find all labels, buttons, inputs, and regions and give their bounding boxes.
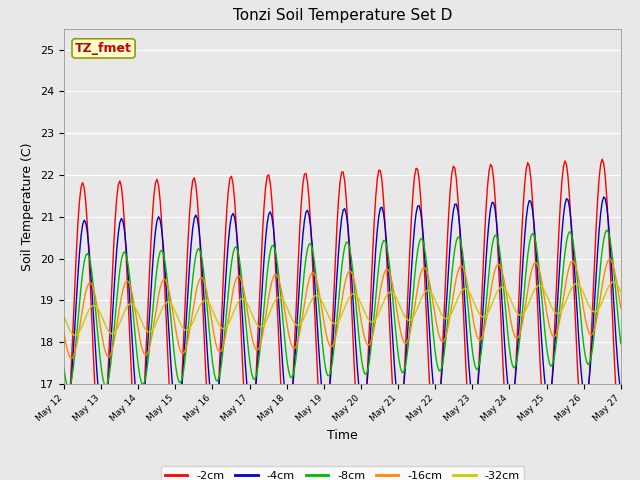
-4cm [600, 194, 607, 200]
-2cm [598, 156, 606, 162]
Line: -4cm: -4cm [64, 197, 621, 421]
X-axis label: Time: Time [327, 429, 358, 442]
-4cm [617, 389, 625, 395]
-16cm [588, 332, 595, 338]
-4cm [130, 364, 138, 370]
-2cm [226, 175, 234, 181]
-16cm [305, 277, 313, 283]
-16cm [255, 344, 263, 350]
-4cm [228, 213, 236, 219]
Title: Tonzi Soil Temperature Set D: Tonzi Soil Temperature Set D [233, 9, 452, 24]
-4cm [588, 350, 595, 356]
-2cm [303, 179, 311, 185]
-16cm [606, 256, 614, 262]
Line: -16cm: -16cm [64, 259, 621, 359]
-2cm [129, 388, 136, 394]
-8cm [60, 366, 68, 372]
-16cm [228, 297, 236, 302]
-32cm [246, 307, 254, 312]
-8cm [255, 352, 263, 358]
-4cm [255, 332, 263, 337]
-8cm [130, 317, 138, 323]
-2cm [60, 456, 68, 462]
-32cm [228, 314, 236, 320]
-8cm [228, 260, 236, 266]
-4cm [61, 419, 69, 424]
Text: TZ_fmet: TZ_fmet [75, 42, 132, 55]
-32cm [71, 333, 79, 338]
-4cm [60, 414, 68, 420]
Legend: -2cm, -4cm, -8cm, -16cm, -32cm: -2cm, -4cm, -8cm, -16cm, -32cm [161, 466, 524, 480]
-8cm [603, 227, 611, 233]
-8cm [246, 361, 254, 367]
-8cm [65, 385, 72, 391]
-2cm [244, 446, 252, 452]
-16cm [130, 300, 138, 305]
-32cm [609, 279, 617, 285]
Line: -2cm: -2cm [64, 159, 621, 459]
-16cm [60, 330, 68, 336]
-2cm [586, 365, 594, 371]
-32cm [255, 324, 263, 330]
-4cm [246, 408, 254, 414]
-32cm [588, 307, 595, 312]
-8cm [588, 353, 595, 359]
Y-axis label: Soil Temperature (C): Soil Temperature (C) [22, 142, 35, 271]
-4cm [305, 212, 313, 218]
-2cm [617, 431, 625, 437]
Line: -8cm: -8cm [64, 230, 621, 388]
-32cm [130, 302, 138, 308]
-16cm [617, 305, 625, 311]
-32cm [305, 303, 313, 309]
-8cm [305, 241, 313, 247]
-2cm [254, 333, 262, 339]
-16cm [246, 325, 254, 331]
-32cm [60, 314, 68, 320]
-16cm [68, 356, 76, 361]
Line: -32cm: -32cm [64, 282, 621, 336]
-32cm [617, 289, 625, 295]
-8cm [617, 341, 625, 347]
